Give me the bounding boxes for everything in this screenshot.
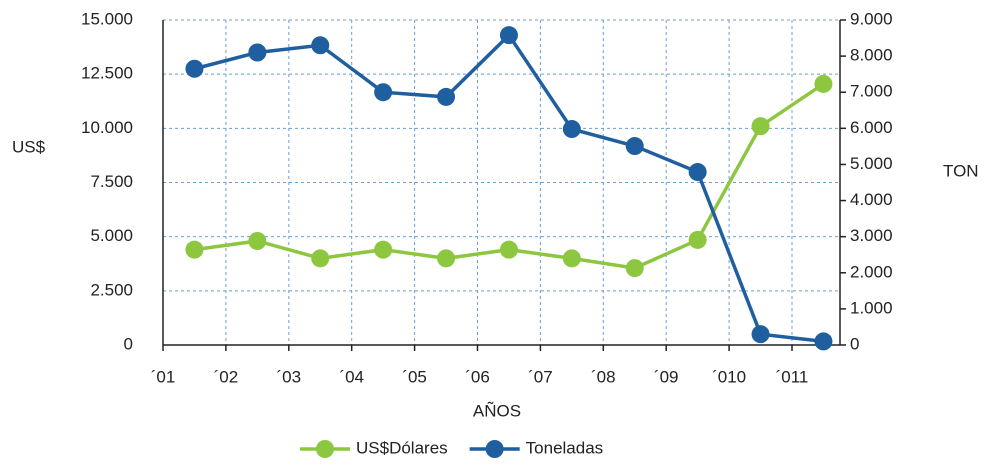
point: [437, 249, 456, 268]
y-tick-label: 12.500: [81, 64, 133, 83]
point: [248, 43, 267, 62]
y2-tick-label: 3.000: [850, 226, 893, 245]
legend-swatch: [316, 440, 334, 458]
point: [499, 26, 518, 45]
point: [562, 120, 581, 139]
x-tick-label: ´01: [151, 367, 176, 386]
legend-swatch: [485, 440, 504, 458]
x-tick-label: ´04: [339, 367, 364, 386]
x-tick-label: ´09: [654, 367, 679, 386]
point: [374, 240, 393, 259]
y-tick-label: 10.000: [81, 118, 133, 137]
y2-tick-label: 2.000: [850, 262, 893, 281]
point: [751, 117, 770, 136]
x-tick-label: ´03: [277, 367, 302, 386]
y-tick-label: 2.500: [90, 280, 133, 299]
legend-label: US$Dólares: [356, 438, 448, 457]
point: [625, 137, 644, 156]
y-tick-label: 5.000: [90, 226, 133, 245]
y-tick-label: 7.500: [90, 172, 133, 191]
point: [814, 74, 833, 93]
point: [625, 259, 644, 278]
y-axis-label: US$: [12, 137, 46, 156]
y2-tick-label: 5.000: [850, 154, 893, 173]
y2-tick-label: 6.000: [850, 118, 893, 137]
y2-tick-label: 7.000: [850, 82, 893, 101]
point: [688, 163, 707, 182]
y2-axis-label: TON: [943, 161, 979, 180]
point: [374, 83, 393, 102]
y2-tick-label: 9.000: [850, 9, 893, 28]
x-axis-label: AÑOS: [473, 401, 521, 420]
point: [311, 36, 330, 55]
y-tick-label: 0: [124, 334, 133, 353]
point: [688, 230, 707, 249]
point: [814, 332, 833, 351]
x-tick-label: ´06: [465, 367, 490, 386]
y2-tick-label: 4.000: [850, 190, 893, 209]
y-tick-label: 15.000: [81, 9, 133, 28]
x-tick-label: ´010: [712, 367, 746, 386]
legend-label: Toneladas: [526, 438, 604, 457]
point: [562, 249, 581, 268]
y2-tick-label: 8.000: [850, 46, 893, 65]
point: [751, 325, 770, 344]
y2-tick-label: 1.000: [850, 298, 893, 317]
point: [311, 249, 330, 268]
x-tick-label: ´02: [214, 367, 239, 386]
point: [499, 240, 518, 259]
x-tick-label: ´05: [402, 367, 427, 386]
x-tick-label: ´011: [776, 367, 809, 386]
point: [248, 232, 267, 250]
point: [437, 87, 456, 106]
point: [185, 240, 204, 259]
x-tick-label: ´08: [591, 367, 616, 386]
x-tick-label: ´07: [528, 367, 553, 386]
y2-tick-label: 0: [850, 334, 859, 353]
point: [185, 59, 204, 78]
